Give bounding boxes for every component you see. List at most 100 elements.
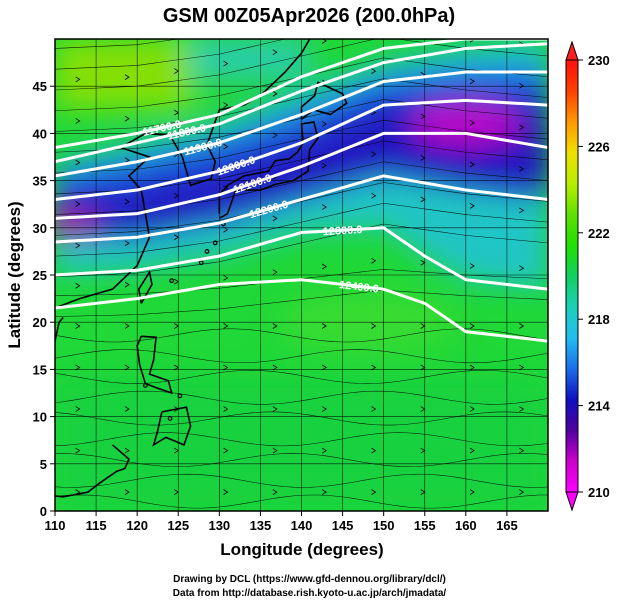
streamline-arrow xyxy=(75,76,81,83)
streamline-arrow xyxy=(272,90,278,97)
x-tick-label: 135 xyxy=(250,518,272,533)
streamline-arrow xyxy=(75,201,81,207)
y-tick-label: 35 xyxy=(33,174,47,189)
colorbar-tick-label: 222 xyxy=(588,226,610,241)
y-tick-label: 10 xyxy=(33,410,47,425)
streamline-arrow xyxy=(75,242,81,249)
streamline-arrow xyxy=(124,240,130,247)
streamline-arrow xyxy=(223,60,229,67)
streamline-arrow xyxy=(124,157,130,164)
streamline-arrow xyxy=(469,447,475,454)
streamline-arrow xyxy=(124,115,130,122)
y-tick-label: 45 xyxy=(33,79,47,94)
streamline-arrow xyxy=(223,185,229,191)
streamline-arrow xyxy=(371,27,375,32)
streamline-arrow xyxy=(519,406,525,412)
y-tick-label: 5 xyxy=(40,457,47,472)
colorbar-tick-label: 210 xyxy=(588,485,610,500)
streamline-arrow xyxy=(321,204,327,210)
coastline xyxy=(55,444,130,498)
streamline-arrow xyxy=(371,68,377,74)
streamline-arrow xyxy=(421,31,425,36)
x-tick-label: 140 xyxy=(291,518,313,533)
colorbar: 210 214 218 222 226 230 xyxy=(565,40,610,512)
streamline-arrow xyxy=(371,258,377,264)
height-contour xyxy=(55,226,548,291)
streamline-arrow xyxy=(124,281,130,288)
x-tick-label: 125 xyxy=(167,518,189,533)
streamline-arrow xyxy=(519,166,525,172)
coastline xyxy=(137,270,153,304)
credit-data: Data from http://database.rish.kyoto-u.a… xyxy=(172,588,447,599)
streamline-arrow xyxy=(371,489,377,495)
streamline-arrow xyxy=(223,274,229,281)
island xyxy=(212,240,218,246)
streamline-arrow xyxy=(469,323,475,329)
streamline-arrow xyxy=(469,203,475,209)
streamline-arrow xyxy=(223,447,229,454)
contour-label: 12400.0 xyxy=(338,279,379,295)
x-tick-label: 155 xyxy=(414,518,436,533)
colorbar-ticks: 210 214 218 222 226 230 xyxy=(578,53,610,500)
streamline-arrow xyxy=(321,489,327,495)
streamline-arrow xyxy=(223,102,229,108)
y-axis-ticks: 0 5 10 15 20 25 30 35 40 45 xyxy=(33,79,55,519)
streamline-arrow xyxy=(75,118,81,124)
streamline-arrow xyxy=(272,323,278,329)
y-tick-label: 30 xyxy=(33,221,47,236)
colorbar-tick-label: 218 xyxy=(588,312,610,327)
colorbar-tick-label: 230 xyxy=(588,53,610,68)
height-contour xyxy=(55,131,548,220)
streamline-arrow xyxy=(272,215,278,222)
x-tick-label: 120 xyxy=(126,518,148,533)
streamline-arrow xyxy=(371,406,377,412)
streamline-arrow xyxy=(469,489,475,495)
streamline-arrow xyxy=(321,121,327,127)
streamline-arrow xyxy=(469,161,475,168)
map-title: GSM 00Z05Apr2026 (200.0hPa) xyxy=(163,5,455,27)
streamline-arrow xyxy=(223,489,229,495)
island xyxy=(204,248,210,254)
y-tick-label: 15 xyxy=(33,362,47,377)
streamline-arrow xyxy=(223,143,229,150)
colorbar-body xyxy=(565,59,579,493)
streamline-arrow xyxy=(469,78,475,85)
streamline-arrow xyxy=(272,269,278,276)
x-tick-label: 145 xyxy=(332,518,354,533)
coastline xyxy=(136,335,173,395)
streamline-arrow xyxy=(124,74,130,80)
streamline-arrow xyxy=(321,323,327,329)
contour-label: 12300.0 xyxy=(322,224,362,238)
y-axis-label: Latitude (degrees) xyxy=(5,201,24,348)
streamline-arrow xyxy=(75,447,81,454)
streamline-arrow xyxy=(321,162,327,169)
streamline-arrow xyxy=(371,151,377,158)
height-contour xyxy=(55,98,548,201)
height-contour xyxy=(55,174,548,244)
streamline-arrow xyxy=(519,265,525,272)
streamline-arrow xyxy=(519,124,525,131)
streamline-arrow xyxy=(469,119,475,126)
streamline-arrow xyxy=(223,406,229,412)
coastline xyxy=(218,121,319,220)
streamline-arrow xyxy=(371,192,377,199)
streamline-arrow xyxy=(321,263,327,270)
warm-region xyxy=(55,39,195,109)
streamline-arrow xyxy=(321,406,327,412)
island xyxy=(142,383,148,388)
colorbar-max-triangle xyxy=(565,40,579,61)
streamline-arrow xyxy=(519,82,525,89)
streamline-arrow xyxy=(469,406,475,412)
streamline-arrow xyxy=(519,207,525,214)
streamline-arrow xyxy=(519,447,525,454)
streamline-arrow xyxy=(223,323,229,329)
streamline-arrow xyxy=(371,447,377,454)
coastline xyxy=(152,406,192,447)
y-tick-label: 25 xyxy=(33,268,47,283)
colorbar-min-triangle xyxy=(565,491,579,512)
streamline-arrow xyxy=(75,406,81,412)
streamline-arrow xyxy=(124,406,130,412)
cool-region xyxy=(190,39,310,79)
streamline-arrow xyxy=(469,263,475,269)
